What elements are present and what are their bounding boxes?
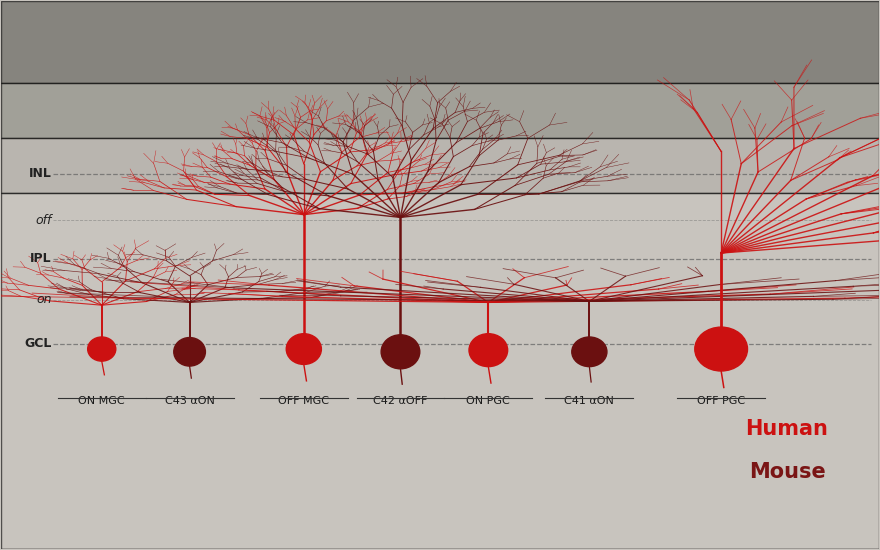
Text: C41 αON: C41 αON <box>564 395 614 406</box>
Text: on: on <box>36 293 52 306</box>
Ellipse shape <box>695 327 747 371</box>
Ellipse shape <box>88 337 116 361</box>
Ellipse shape <box>469 334 508 367</box>
Ellipse shape <box>572 337 607 367</box>
FancyBboxPatch shape <box>1 192 879 549</box>
Text: C43 αON: C43 αON <box>165 395 215 406</box>
FancyBboxPatch shape <box>1 138 879 192</box>
Ellipse shape <box>173 338 205 366</box>
Text: Human: Human <box>745 419 828 438</box>
FancyBboxPatch shape <box>1 1 879 83</box>
Text: C42 αOFF: C42 αOFF <box>373 395 428 406</box>
Text: INL: INL <box>29 167 52 180</box>
Ellipse shape <box>381 335 420 369</box>
Text: GCL: GCL <box>25 337 52 350</box>
Text: IPL: IPL <box>30 252 52 265</box>
Text: ON PGC: ON PGC <box>466 395 510 406</box>
Ellipse shape <box>286 334 321 365</box>
Text: Mouse: Mouse <box>749 463 825 482</box>
Text: ON MGC: ON MGC <box>78 395 125 406</box>
Text: OFF PGC: OFF PGC <box>697 395 745 406</box>
FancyBboxPatch shape <box>1 83 879 138</box>
Text: off: off <box>35 213 52 227</box>
Text: OFF MGC: OFF MGC <box>278 395 329 406</box>
